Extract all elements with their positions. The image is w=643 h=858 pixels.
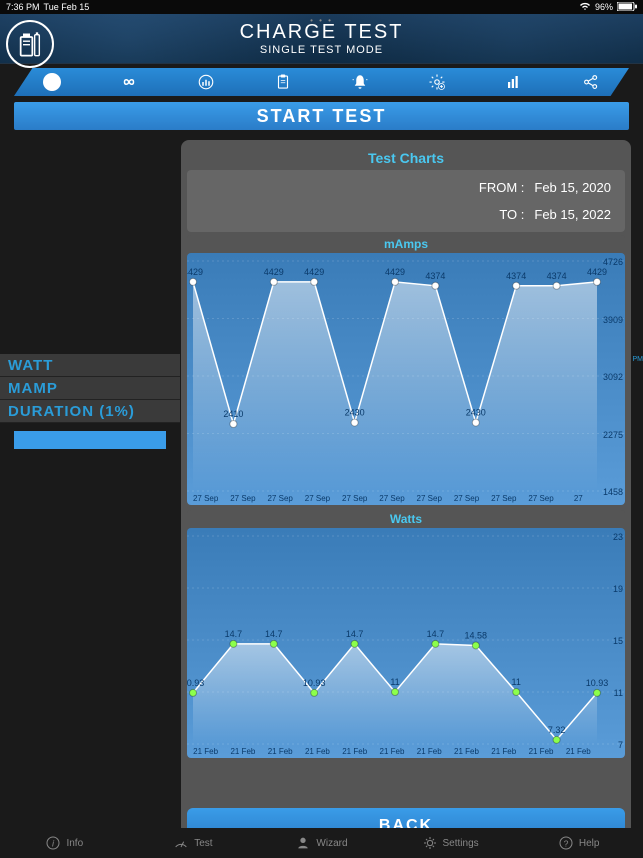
tab-count[interactable]: 1 [14, 68, 91, 96]
stat-duration: DURATION (1%) [0, 400, 180, 423]
to-value[interactable]: Feb 15, 2022 [534, 207, 611, 222]
date-range: FROM : Feb 15, 2020 TO : Feb 15, 2022 [187, 170, 625, 232]
tab-loop[interactable] [91, 68, 168, 96]
tab-clipboard[interactable] [245, 68, 322, 96]
nav-info[interactable]: i Info [0, 828, 129, 858]
start-test-button[interactable]: START TEST [14, 102, 629, 130]
charts-modal: Test Charts FROM : Feb 15, 2020 TO : Feb… [181, 140, 631, 850]
chart1-label: mAmps [187, 235, 625, 253]
from-label: FROM : [201, 180, 534, 195]
svg-text:2410: 2410 [223, 409, 243, 419]
page-subtitle: SINGLE TEST MODE [260, 44, 383, 56]
svg-text:10.93: 10.93 [586, 678, 609, 688]
nav-help[interactable]: ? Help [514, 828, 643, 858]
svg-text:4429: 4429 [187, 267, 203, 277]
from-value[interactable]: Feb 15, 2020 [534, 180, 611, 195]
svg-text:2430: 2430 [466, 408, 486, 418]
battery-icon [617, 2, 637, 13]
stat-watt: WATT [0, 354, 180, 377]
nav-test[interactable]: Test [129, 828, 258, 858]
svg-text:14.58: 14.58 [465, 630, 488, 640]
tab-bars[interactable] [475, 68, 552, 96]
svg-text:4374: 4374 [547, 271, 567, 281]
svg-text:4374: 4374 [425, 271, 445, 281]
chart2-label: Watts [187, 510, 625, 528]
svg-text:2430: 2430 [345, 408, 365, 418]
nav-settings[interactable]: Settings [386, 828, 515, 858]
svg-text:4429: 4429 [304, 267, 324, 277]
svg-text:7.32: 7.32 [548, 725, 566, 735]
nav-wizard[interactable]: Wizard [257, 828, 386, 858]
page-title: CHARGE TEST [240, 21, 404, 44]
chart-watts: 10.93 14.7 14.7 10.93 14.7 11 14.7 14.58 11 7.32 1… [187, 528, 625, 758]
progress-bar [14, 431, 166, 449]
chart-mamps: 4429 2410 4429 4429 2430 4429 4374 2430 4374 4374… [187, 253, 625, 505]
svg-text:14.7: 14.7 [265, 629, 283, 639]
toolbar: 1 [14, 68, 629, 96]
status-time: 7:36 PM [6, 2, 40, 12]
battery-pct: 96% [595, 2, 613, 12]
bottom-nav: i Info Test Wizard Settings ? Help [0, 828, 643, 858]
svg-text:4429: 4429 [264, 267, 284, 277]
app-header: • • • CHARGE TEST SINGLE TEST MODE [0, 14, 643, 64]
svg-text:11: 11 [512, 677, 521, 687]
svg-text:10.93: 10.93 [303, 678, 326, 688]
svg-text:14.7: 14.7 [346, 629, 364, 639]
tab-gear[interactable] [398, 68, 475, 96]
tab-chart[interactable] [168, 68, 245, 96]
svg-text:14.7: 14.7 [225, 629, 243, 639]
tab-bell[interactable] [322, 68, 399, 96]
status-bar: 7:36 PM Tue Feb 15 96% [0, 0, 643, 14]
modal-title: Test Charts [187, 146, 625, 170]
status-day: Tue Feb 15 [44, 2, 90, 12]
wifi-icon [579, 2, 591, 13]
battery-app-icon[interactable] [6, 20, 54, 68]
svg-text:11: 11 [390, 677, 399, 687]
stats-panel: WATT MAMP DURATION (1%) [0, 354, 180, 449]
svg-text:i: i [52, 838, 55, 848]
svg-text:4429: 4429 [385, 267, 405, 277]
svg-text:4429: 4429 [587, 267, 607, 277]
svg-text:14.7: 14.7 [427, 629, 445, 639]
svg-text:?: ? [563, 838, 568, 848]
to-label: TO : [201, 207, 534, 222]
svg-text:10.93: 10.93 [187, 678, 204, 688]
stat-mamp: MAMP [0, 377, 180, 400]
tab-share[interactable] [552, 68, 629, 96]
svg-text:4374: 4374 [506, 271, 526, 281]
